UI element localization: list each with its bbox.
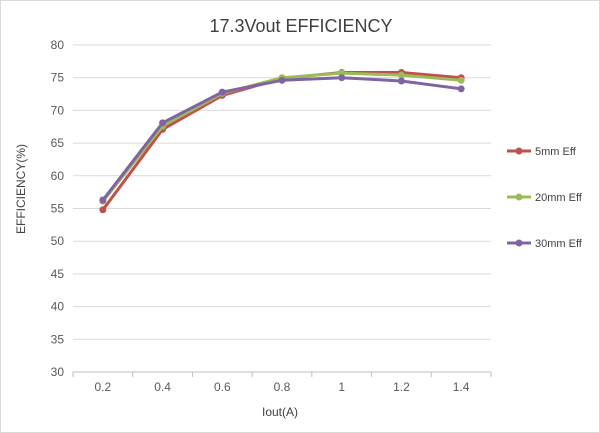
legend-marker xyxy=(515,193,523,201)
gridlines xyxy=(73,44,491,340)
data-point xyxy=(457,76,465,84)
y-tick-label: 30 xyxy=(51,365,65,379)
data-point xyxy=(397,77,405,85)
data-point xyxy=(397,71,405,79)
data-point xyxy=(159,119,167,127)
y-tick-label: 80 xyxy=(51,38,65,52)
legend-label: 30mm Eff xyxy=(535,238,583,250)
y-axis-label: EFFICIENCY(%) xyxy=(14,144,28,234)
y-tick-label: 70 xyxy=(51,103,65,117)
chart-title: 17.3Vout EFFICIENCY xyxy=(209,16,392,36)
legend-label: 20mm Eff xyxy=(535,192,583,204)
x-axis-label: Iout(A) xyxy=(262,405,298,419)
y-tick-label: 45 xyxy=(51,267,65,281)
data-point xyxy=(457,85,465,93)
y-axis-ticks: 30 35 40 45 50 55 60 65 70 75 80 xyxy=(51,38,65,379)
x-tick-label: 1.2 xyxy=(393,380,410,394)
x-tick-label: 0.6 xyxy=(214,380,231,394)
x-tick-label: 0.4 xyxy=(154,380,171,394)
y-tick-label: 60 xyxy=(51,169,65,183)
y-tick-label: 65 xyxy=(51,136,65,150)
data-point xyxy=(338,74,346,82)
legend: 5mm Eff 20mm Eff 30mm Eff xyxy=(507,146,583,250)
legend-marker xyxy=(515,239,523,247)
x-tick-label: 0.2 xyxy=(95,380,112,394)
y-tick-label: 35 xyxy=(51,332,65,346)
data-point xyxy=(218,88,226,96)
x-axis-ticks: 0.2 0.4 0.6 0.8 1 1.2 1.4 xyxy=(72,372,492,394)
y-tick-label: 55 xyxy=(51,202,65,216)
data-point xyxy=(99,206,107,214)
series-group xyxy=(99,68,465,214)
y-tick-label: 40 xyxy=(51,300,65,314)
y-tick-label: 50 xyxy=(51,234,65,248)
data-point xyxy=(278,76,286,84)
legend-label: 5mm Eff xyxy=(535,146,577,158)
data-point xyxy=(99,196,107,204)
y-tick-label: 75 xyxy=(51,71,65,85)
series-line-1 xyxy=(101,71,463,212)
x-tick-label: 1 xyxy=(338,380,345,394)
x-tick-label: 1.4 xyxy=(453,380,470,394)
x-tick-label: 0.8 xyxy=(274,380,291,394)
legend-marker xyxy=(515,147,523,155)
